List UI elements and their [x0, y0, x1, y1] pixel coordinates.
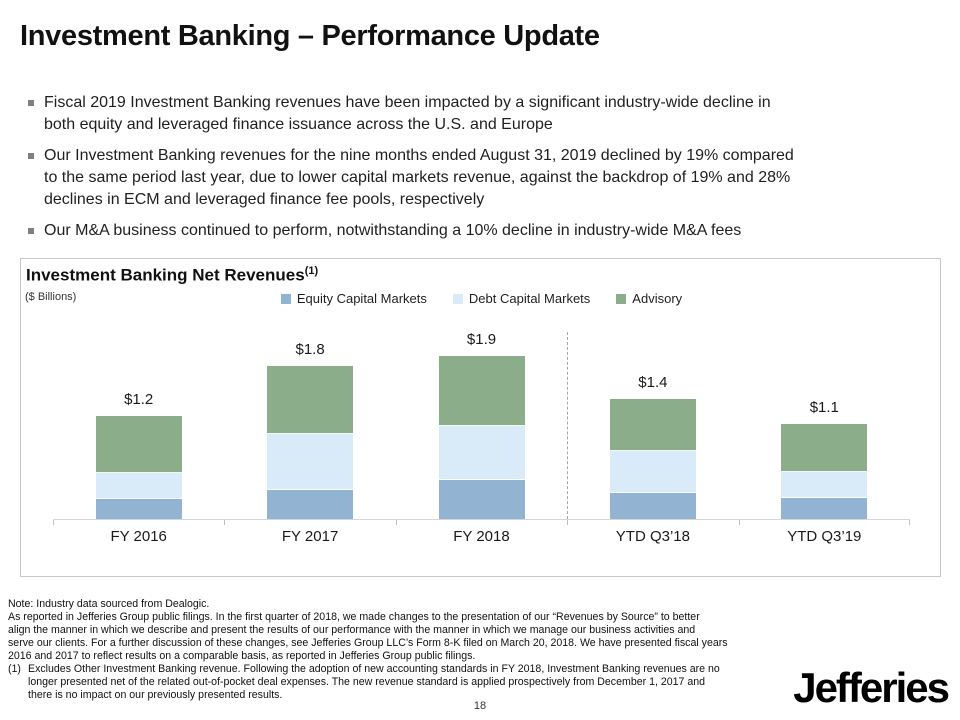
bar-segment — [95, 415, 182, 474]
chart-plot: $1.2 FY 2016 $1.8 FY 2017 $1.9 FY 2018 $1.4 YTD… — [53, 259, 910, 545]
bar-segment — [438, 426, 525, 481]
bar-segment — [438, 480, 525, 519]
footnote-reported-paragraph: As reported in Jefferies Group public fi… — [8, 611, 728, 662]
bar-segment — [609, 451, 696, 494]
bar-segment — [781, 471, 868, 499]
chart-title-superscript: (1) — [304, 265, 319, 277]
bar-total-label: $1.4 — [638, 373, 668, 391]
bar-total-label: $1.9 — [466, 331, 497, 349]
bar-segment — [267, 489, 354, 519]
axis-tick — [567, 520, 569, 525]
x-axis-label: FY 2016 — [110, 528, 167, 545]
bar-total-label: $1.8 — [295, 340, 325, 358]
chart-bar — [267, 365, 354, 519]
bar-total-label: $1.2 — [124, 390, 154, 408]
chart-bar — [95, 415, 182, 519]
axis-tick — [909, 520, 910, 525]
chart-panel: Investment Banking Net Revenues(1) ($ Bi… — [20, 258, 941, 577]
legend-swatch-icon — [280, 293, 291, 304]
bar-segment — [95, 499, 182, 519]
bar-segment — [267, 433, 354, 490]
bullet-item: Fiscal 2019 Investment Banking revenues … — [28, 92, 944, 136]
footnote-note-line: Note: Industry data sourced from Dealogi… — [8, 598, 210, 610]
jefferies-logo: Jefferies — [793, 664, 950, 711]
bullet-square-icon — [28, 228, 34, 234]
bar-segment — [781, 423, 868, 472]
chart-bar — [781, 423, 868, 519]
footnote-1-text: Excludes Other Investment Banking revenu… — [28, 663, 720, 701]
axis-tick — [224, 520, 226, 525]
legend-item-advisory: Advisory — [616, 291, 682, 306]
axis-tick — [53, 520, 54, 525]
chart-units-label: ($ Billions) — [25, 291, 77, 303]
x-axis-label: YTD Q3’19 — [787, 528, 862, 545]
legend-swatch-icon — [616, 293, 627, 304]
page-title: Investment Banking – Performance Update — [20, 20, 600, 52]
bullet-list: Fiscal 2019 Investment Banking revenues … — [28, 92, 944, 251]
x-axis-label: FY 2017 — [281, 528, 339, 545]
legend-item-equity-capital-markets: Equity Capital Markets — [280, 291, 427, 306]
period-separator-line — [567, 332, 569, 519]
chart-title-text: Investment Banking Net Revenues — [26, 265, 305, 285]
bullet-item: Our M&A business continued to perform, n… — [28, 220, 944, 242]
chart-legend: Equity Capital Markets Debt Capital Mark… — [53, 291, 910, 306]
bar-segment — [781, 498, 868, 519]
bar-segment — [95, 473, 182, 500]
x-axis-label: FY 2018 — [453, 528, 510, 545]
footnote-1: (1) Excludes Other Investment Banking re… — [8, 663, 954, 702]
bar-segment — [267, 365, 354, 434]
bullet-text: Our M&A business continued to perform, n… — [44, 222, 742, 239]
bullet-text: Our Investment Banking revenues for the … — [44, 147, 794, 208]
x-axis-line — [53, 519, 910, 520]
bullet-text: Fiscal 2019 Investment Banking revenues … — [44, 94, 771, 133]
legend-label: Debt Capital Markets — [468, 291, 591, 306]
axis-tick — [395, 520, 397, 525]
chart-title: Investment Banking Net Revenues(1) — [26, 265, 318, 286]
bar-total-label: $1.1 — [809, 398, 839, 416]
chart-bar — [609, 398, 696, 519]
bullet-square-icon — [28, 100, 34, 106]
bar-segment — [609, 398, 696, 452]
footnote-1-marker: (1) — [8, 663, 21, 675]
axis-tick — [738, 520, 740, 525]
bullet-item: Our Investment Banking revenues for the … — [28, 145, 944, 211]
legend-label: Equity Capital Markets — [296, 291, 427, 306]
bar-segment — [609, 493, 696, 519]
legend-item-debt-capital-markets: Debt Capital Markets — [452, 291, 591, 306]
chart-bar — [438, 356, 525, 519]
x-axis-label: YTD Q3’18 — [615, 528, 690, 545]
legend-swatch-icon — [452, 293, 463, 304]
legend-label: Advisory — [632, 291, 683, 306]
footnotes: Note: Industry data sourced from Dealogi… — [8, 598, 954, 702]
bar-segment — [438, 356, 525, 427]
page-number: 18 — [473, 700, 487, 712]
bullet-square-icon — [28, 153, 34, 159]
